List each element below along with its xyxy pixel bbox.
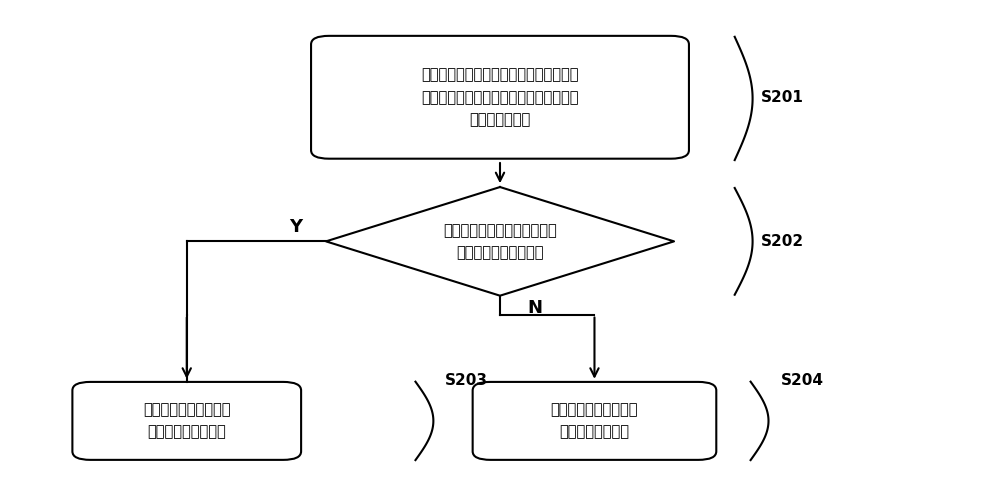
Polygon shape xyxy=(326,187,674,296)
Text: S203: S203 xyxy=(445,373,488,388)
Text: 动态通道资源切换模块解析主控模块生成
的通道配置及切换控制信号，获取到用户
配置的业务类型: 动态通道资源切换模块解析主控模块生成 的通道配置及切换控制信号，获取到用户 配置… xyxy=(421,67,579,127)
Text: S202: S202 xyxy=(761,234,804,249)
Text: 用户配置的业务类型与当前的
通道资源类型是否一致: 用户配置的业务类型与当前的 通道资源类型是否一致 xyxy=(443,223,557,260)
Text: S204: S204 xyxy=(780,373,823,388)
FancyBboxPatch shape xyxy=(72,382,301,460)
Text: 动态通道资源切换模块
不执行调度切换动作: 动态通道资源切换模块 不执行调度切换动作 xyxy=(143,402,230,439)
Text: N: N xyxy=(527,298,542,316)
Text: S201: S201 xyxy=(761,90,803,105)
FancyBboxPatch shape xyxy=(473,382,716,460)
Text: 动态通道资源切换模块
执行调度切换动作: 动态通道资源切换模块 执行调度切换动作 xyxy=(551,402,638,439)
FancyBboxPatch shape xyxy=(311,36,689,159)
Text: Y: Y xyxy=(290,218,303,236)
